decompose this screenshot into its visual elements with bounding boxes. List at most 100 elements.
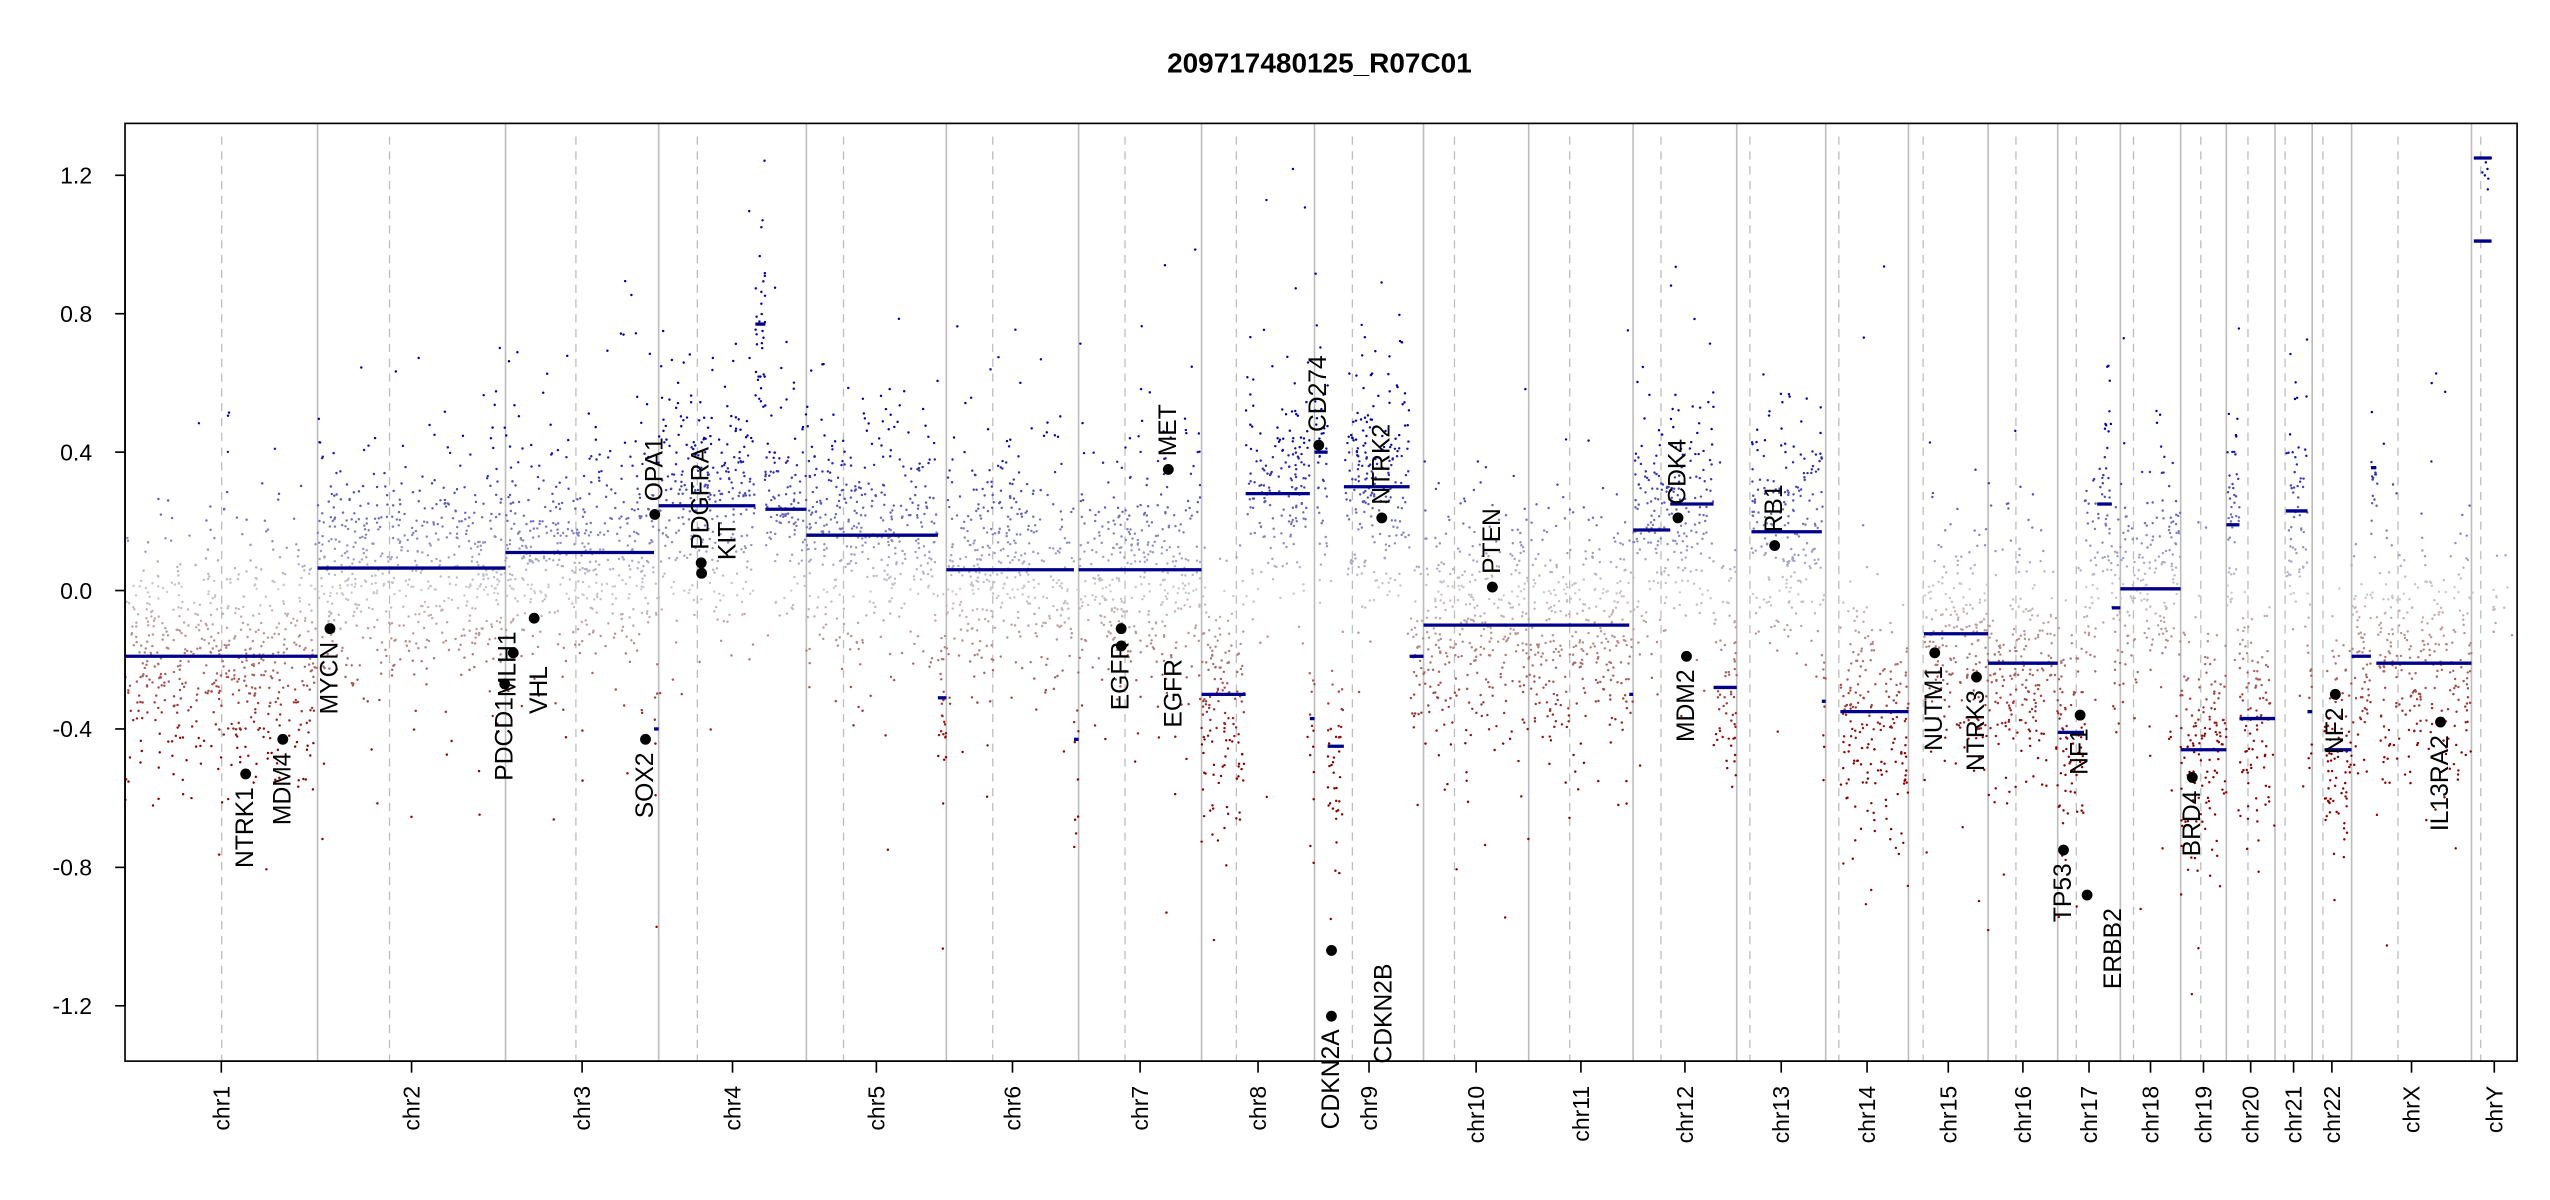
probe-point: [969, 396, 973, 400]
probe-point: [916, 634, 920, 638]
probe-point: [1564, 592, 1568, 595]
probe-point: [1820, 520, 1823, 523]
probe-point: [1349, 433, 1353, 437]
probe-point: [1093, 598, 1097, 602]
probe-point: [823, 542, 826, 546]
probe-point: [1518, 680, 1521, 683]
probe-point: [495, 730, 499, 733]
probe-point: [1572, 753, 1575, 757]
probe-point: [404, 465, 407, 469]
probe-point: [1105, 635, 1109, 638]
probe-point: [239, 615, 243, 618]
probe-point: [1154, 634, 1157, 637]
probe-point: [1547, 589, 1551, 593]
probe-point: [870, 488, 874, 491]
probe-point: [899, 572, 902, 576]
probe-point: [578, 568, 582, 572]
probe-point: [1305, 506, 1308, 510]
probe-point: [390, 674, 394, 677]
probe-point: [991, 668, 995, 672]
probe-point: [411, 569, 414, 572]
probe-point: [1664, 596, 1668, 599]
probe-point: [346, 578, 349, 582]
probe-point: [1058, 551, 1061, 554]
probe-point: [760, 302, 763, 305]
probe-point: [754, 370, 758, 374]
probe-point: [1315, 423, 1318, 426]
probe-point: [554, 485, 558, 489]
probe-point: [886, 573, 889, 576]
probe-point: [587, 542, 590, 545]
probe-point: [1261, 467, 1265, 470]
probe-point: [918, 462, 921, 465]
probe-point: [1466, 800, 1470, 804]
probe-point: [1517, 759, 1520, 763]
probe-point: [1644, 611, 1648, 614]
probe-point: [1293, 382, 1296, 385]
probe-point: [1613, 600, 1616, 603]
probe-point: [1471, 544, 1474, 548]
probe-point: [379, 554, 383, 558]
probe-point: [691, 468, 694, 471]
probe-point: [1545, 701, 1549, 704]
probe-point: [681, 492, 684, 495]
probe-point: [1197, 432, 1201, 435]
probe-point: [1330, 763, 1333, 767]
probe-point: [804, 498, 808, 502]
probe-point: [683, 483, 686, 487]
probe-point: [1224, 651, 1227, 654]
probe-point: [1017, 558, 1021, 562]
probe-point: [1603, 632, 1606, 636]
probe-point: [1108, 583, 1112, 587]
probe-point: [302, 648, 306, 652]
probe-point: [885, 578, 888, 582]
probe-point: [241, 621, 245, 625]
probe-point: [711, 530, 715, 534]
probe-point: [210, 635, 213, 639]
probe-point: [161, 638, 164, 641]
probe-point: [376, 618, 379, 622]
probe-point: [340, 570, 344, 573]
probe-point: [310, 706, 314, 710]
probe-point: [1064, 599, 1067, 603]
probe-point: [429, 584, 433, 588]
probe-point: [789, 485, 792, 488]
probe-point: [1698, 587, 1702, 590]
probe-point: [1276, 426, 1279, 429]
probe-point: [1693, 317, 1696, 321]
probe-point: [1819, 431, 1822, 435]
probe-point: [496, 578, 499, 581]
probe-point: [268, 705, 271, 708]
probe-point: [1142, 594, 1146, 598]
probe-point: [685, 556, 689, 560]
probe-point: [538, 519, 542, 523]
probe-point: [1201, 788, 1205, 791]
probe-point: [1591, 556, 1594, 559]
probe-point: [1409, 617, 1413, 620]
probe-point: [1734, 725, 1737, 729]
probe-point: [1300, 484, 1303, 488]
probe-point: [726, 620, 729, 623]
probe-point: [629, 455, 632, 458]
probe-point: [271, 579, 274, 583]
probe-point: [792, 381, 796, 384]
probe-point: [740, 534, 744, 538]
probe-point: [1588, 539, 1591, 542]
probe-point: [1634, 498, 1637, 502]
probe-point: [1627, 581, 1630, 585]
probe-point: [1451, 585, 1454, 588]
probe-point: [1208, 703, 1211, 707]
probe-point: [577, 580, 580, 583]
probe-point: [1618, 591, 1622, 595]
probe-point: [1124, 538, 1128, 542]
probe-point: [268, 686, 271, 690]
probe-point: [576, 596, 580, 600]
probe-point: [1733, 753, 1737, 757]
probe-point: [1051, 503, 1055, 506]
probe-point: [1020, 515, 1024, 518]
probe-point: [519, 536, 523, 540]
probe-point: [385, 493, 389, 497]
probe-point: [1059, 415, 1062, 418]
probe-point: [561, 531, 565, 535]
probe-point: [282, 643, 286, 646]
